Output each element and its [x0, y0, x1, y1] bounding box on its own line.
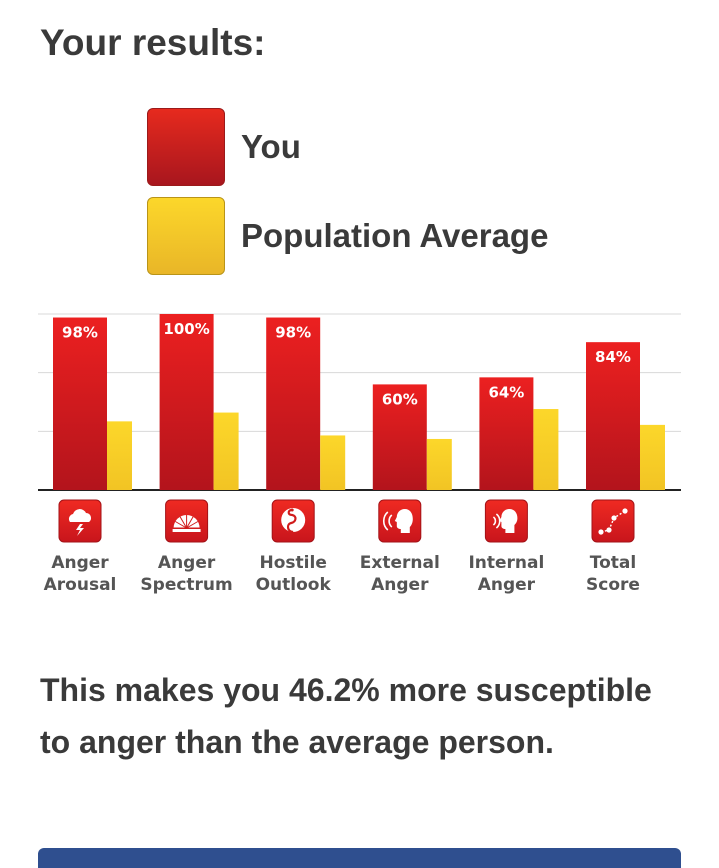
- category-label: Arousal: [44, 575, 117, 595]
- bar-population-average: [426, 438, 452, 490]
- category-label: Anger: [478, 575, 536, 595]
- category-label: Hostile: [260, 553, 327, 573]
- bar-you: [266, 317, 321, 490]
- category-label: Outlook: [256, 575, 332, 595]
- bar-population-average: [107, 421, 132, 490]
- legend-label-you: You: [241, 128, 301, 165]
- legend-swatch-you: [147, 108, 225, 186]
- bar-you: [479, 377, 534, 490]
- bar-you: [586, 342, 640, 490]
- data-label: 98%: [275, 324, 311, 342]
- category-label: Anger: [51, 553, 109, 573]
- cloud-lightning-icon: [58, 499, 102, 543]
- spectrum-fan-icon: [165, 499, 209, 543]
- results-bar-chart: 98%AngerArousal100%AngerSpectrum98%Hosti…: [38, 313, 681, 595]
- category-label: Score: [586, 575, 640, 595]
- coiled-snake-icon: [271, 499, 315, 543]
- legend-item-you: You: [147, 108, 301, 186]
- legend-item-population-average: Population Average: [147, 197, 548, 275]
- bar-population-average: [640, 424, 665, 490]
- summary-text: This makes you 46.2% more susceptible to…: [40, 672, 652, 760]
- legend-label-population-average: Population Average: [241, 217, 549, 254]
- data-label: 64%: [488, 383, 524, 401]
- data-label: 84%: [595, 348, 631, 366]
- data-label: 60%: [382, 390, 418, 408]
- data-label: 100%: [163, 320, 209, 338]
- category-label: Anger: [371, 575, 429, 595]
- bar-population-average: [320, 435, 346, 490]
- bar-population-average: [213, 412, 239, 490]
- category-label: Total: [590, 553, 636, 573]
- category-label: Spectrum: [140, 575, 232, 595]
- bar-you: [53, 317, 107, 490]
- results-heading: Your results:: [40, 22, 266, 63]
- category-label: Anger: [158, 553, 216, 573]
- bar-you: [372, 384, 427, 490]
- category-label: External: [360, 553, 440, 573]
- category-label: Internal: [468, 553, 544, 573]
- action-button[interactable]: [38, 848, 681, 868]
- data-label: 98%: [62, 324, 98, 342]
- head-soundwaves-icon: [484, 499, 528, 543]
- connected-dots-icon: [591, 499, 635, 543]
- bar-you: [159, 314, 214, 490]
- legend-swatch-population-average: [147, 197, 225, 275]
- bar-population-average: [533, 409, 559, 490]
- shouting-head-icon: [378, 499, 422, 543]
